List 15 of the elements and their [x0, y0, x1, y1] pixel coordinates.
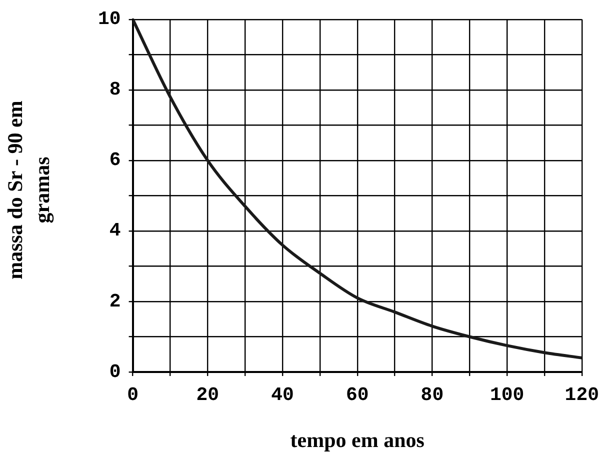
y-tick-label: 0	[109, 360, 121, 383]
x-axis-title: tempo em anos	[290, 428, 424, 452]
y-tick-label: 6	[109, 149, 121, 172]
x-tick-label: 80	[420, 384, 444, 406]
y-axis-title: massa do Sr - 90 em gramas	[2, 100, 55, 282]
y-tick-label: 4	[109, 220, 121, 242]
x-tick-label: 120	[564, 384, 600, 406]
x-tick-label: 40	[271, 384, 294, 406]
x-tick-label: 20	[196, 384, 220, 406]
y-tick-label: 2	[109, 290, 121, 312]
y-tick-label: 10	[98, 8, 121, 30]
x-tick-label: 0	[127, 384, 139, 406]
y-tick-label: 8	[109, 78, 121, 101]
x-tick-label: 60	[346, 384, 369, 406]
x-tick-label: 100	[490, 384, 524, 406]
